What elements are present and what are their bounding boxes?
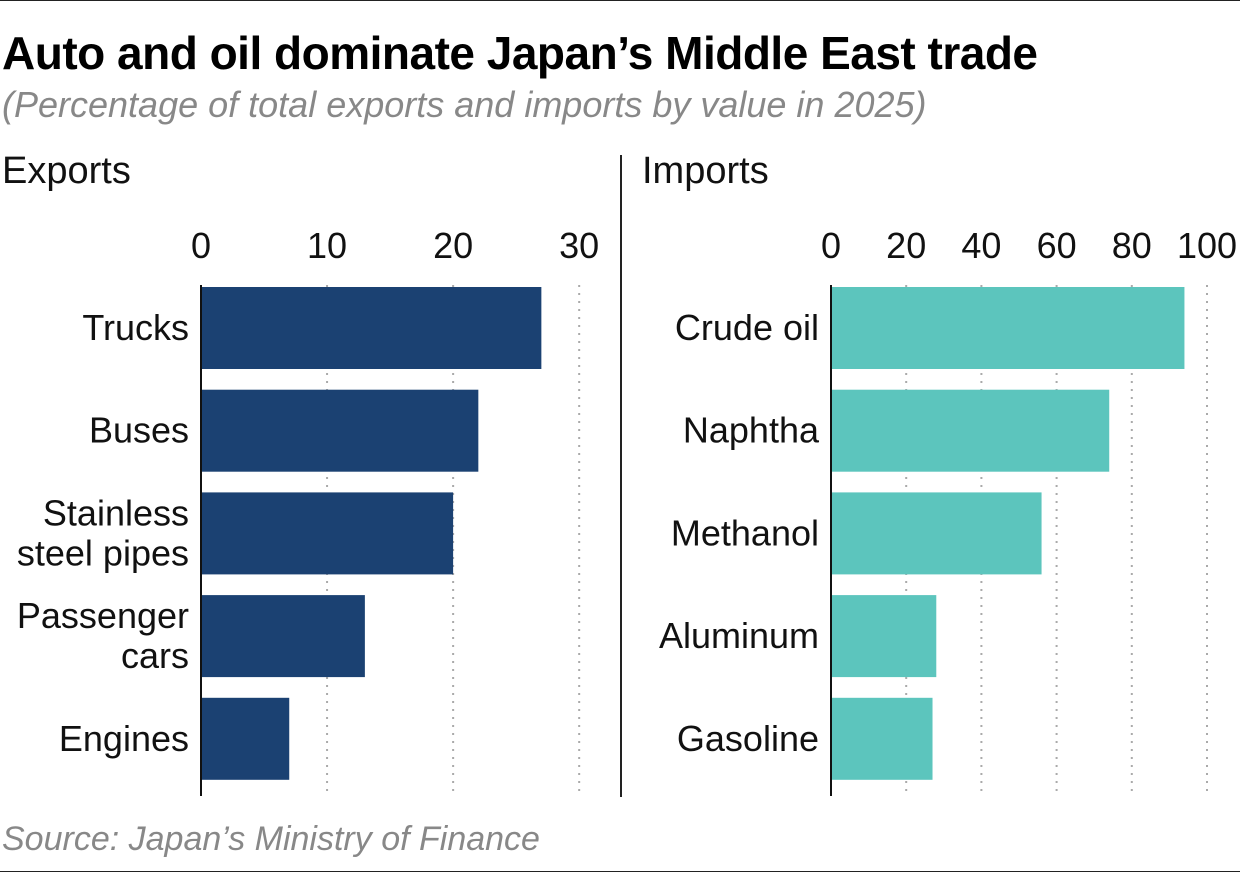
- panel-divider: [620, 155, 622, 797]
- exports-bar: [201, 595, 365, 678]
- exports-bar: [201, 697, 290, 780]
- exports-panel-title: Exports: [2, 150, 131, 192]
- exports-category-label: Trucks: [82, 307, 189, 348]
- exports-category-label: steel pipes: [17, 532, 189, 573]
- exports-category-label: Passenger: [17, 595, 189, 636]
- source-note: Source: Japan’s Ministry of Finance: [2, 820, 540, 858]
- imports-panel-title: Imports: [642, 150, 769, 192]
- bottom-rule: [0, 871, 1240, 872]
- top-rule: [0, 0, 1240, 1]
- chart-subtitle: (Percentage of total exports and imports…: [2, 84, 927, 125]
- exports-bar: [201, 287, 542, 369]
- exports-tick-label: 30: [559, 225, 599, 266]
- imports-tick-label: 20: [886, 225, 926, 266]
- imports-category-label: Methanol: [671, 512, 819, 553]
- imports-tick-label: 0: [821, 225, 841, 266]
- exports-category-label: Engines: [59, 718, 189, 759]
- imports-category-label: Gasoline: [677, 718, 819, 759]
- exports-bar: [201, 492, 454, 575]
- exports-bar: [201, 389, 479, 472]
- exports-tick-label: 10: [307, 225, 347, 266]
- exports-category-label: Stainless: [43, 492, 189, 533]
- imports-category-label: Crude oil: [675, 307, 819, 348]
- imports-category-label: Naphtha: [683, 410, 820, 451]
- imports-tick-label: 40: [961, 225, 1001, 266]
- imports-tick-label: 60: [1037, 225, 1077, 266]
- imports-bar: [831, 492, 1042, 575]
- imports-tick-label: 80: [1112, 225, 1152, 266]
- imports-bar: [831, 287, 1185, 369]
- imports-tick-label: 100: [1177, 225, 1237, 266]
- imports-bar: [831, 389, 1110, 472]
- imports-bar: [831, 697, 933, 780]
- exports-category-label: cars: [121, 635, 189, 676]
- exports-tick-label: 20: [433, 225, 473, 266]
- exports-tick-label: 0: [191, 225, 211, 266]
- chart-title: Auto and oil dominate Japan’s Middle Eas…: [2, 27, 1038, 79]
- imports-bar: [831, 595, 937, 678]
- imports-category-label: Aluminum: [659, 615, 819, 656]
- exports-category-label: Buses: [89, 410, 189, 451]
